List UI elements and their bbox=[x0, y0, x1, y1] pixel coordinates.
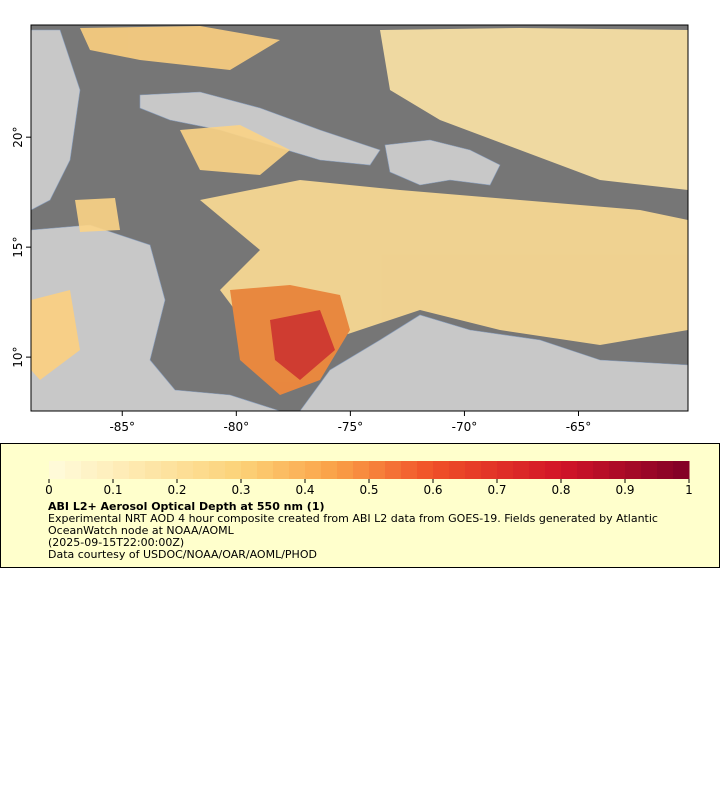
colorbar-step bbox=[657, 461, 674, 479]
colorbar-step bbox=[161, 461, 178, 479]
colorbar-step bbox=[305, 461, 322, 479]
colorbar-tick-label: 0.3 bbox=[231, 483, 250, 497]
colorbar-tick-label: 0.1 bbox=[103, 483, 122, 497]
map: -85° -80° -75° -70° -65° 20° 15° 10° bbox=[11, 24, 689, 434]
map-frame bbox=[30, 24, 689, 412]
legend-time: (2025-09-15T22:00:00Z) bbox=[48, 536, 185, 549]
colorbar-step bbox=[401, 461, 418, 479]
colorbar-step bbox=[497, 461, 514, 479]
colorbar-tick-label: 0.8 bbox=[551, 483, 570, 497]
colorbar-tick-label: 0.6 bbox=[423, 483, 442, 497]
legend-credit: Data courtesy of USDOC/NOAA/OAR/AOML/PHO… bbox=[48, 548, 317, 561]
colorbar-tick-label: 0 bbox=[45, 483, 53, 497]
lon-tick-label: -80° bbox=[224, 420, 250, 434]
colorbar-step bbox=[625, 461, 642, 479]
colorbar-step bbox=[369, 461, 386, 479]
colorbar-step bbox=[609, 461, 626, 479]
colorbar-step bbox=[465, 461, 482, 479]
colorbar-step bbox=[257, 461, 274, 479]
colorbar-tick-label: 0.2 bbox=[167, 483, 186, 497]
colorbar-tick-label: 0.7 bbox=[487, 483, 506, 497]
colorbar-step bbox=[321, 461, 338, 479]
land bbox=[30, 29, 689, 412]
colorbar: 0 0.1 0.2 0.3 0.4 0.5 0.6 0.7 0.8 0.9 1 bbox=[45, 461, 693, 497]
colorbar-step bbox=[289, 461, 306, 479]
lon-tick-label: -70° bbox=[452, 420, 478, 434]
colorbar-step bbox=[49, 461, 66, 479]
lat-tick-label: 10° bbox=[11, 346, 25, 367]
colorbar-step bbox=[177, 461, 194, 479]
colorbar-tick-label: 0.9 bbox=[615, 483, 634, 497]
legend-panel: 0 0.1 0.2 0.3 0.4 0.5 0.6 0.7 0.8 0.9 1 ABI L2+ Ae… bbox=[0, 443, 720, 568]
lat-tick-label: 15° bbox=[11, 237, 25, 258]
colorbar-step bbox=[129, 461, 146, 479]
colorbar-step bbox=[673, 461, 690, 479]
colorbar-step bbox=[433, 461, 450, 479]
colorbar-step bbox=[241, 461, 258, 479]
colorbar-tick-label: 1 bbox=[685, 483, 693, 497]
colorbar-step bbox=[337, 461, 354, 479]
colorbar-step bbox=[449, 461, 466, 479]
colorbar-tick-label: 0.5 bbox=[359, 483, 378, 497]
legend-title: ABI L2+ Aerosol Optical Depth at 550 nm … bbox=[48, 500, 325, 513]
colorbar-tick-label: 0.4 bbox=[295, 483, 314, 497]
colorbar-step bbox=[385, 461, 402, 479]
colorbar-step bbox=[353, 461, 370, 479]
colorbar-step bbox=[145, 461, 162, 479]
colorbar-step bbox=[417, 461, 434, 479]
colorbar-step bbox=[81, 461, 98, 479]
colorbar-step bbox=[593, 461, 610, 479]
colorbar-step bbox=[273, 461, 290, 479]
colorbar-step bbox=[545, 461, 562, 479]
lon-tick-label: -85° bbox=[109, 420, 135, 434]
aerosol-field bbox=[31, 26, 688, 395]
colorbar-step bbox=[209, 461, 226, 479]
colorbar-step bbox=[529, 461, 546, 479]
colorbar-step bbox=[561, 461, 578, 479]
colorbar-step bbox=[641, 461, 658, 479]
colorbar-step bbox=[65, 461, 82, 479]
colorbar-step bbox=[97, 461, 114, 479]
colorbar-step bbox=[577, 461, 594, 479]
lon-tick-label: -65° bbox=[566, 420, 592, 434]
colorbar-step bbox=[193, 461, 210, 479]
lon-tick-label: -75° bbox=[338, 420, 364, 434]
colorbar-step bbox=[225, 461, 242, 479]
lat-tick-label: 20° bbox=[11, 127, 25, 148]
colorbar-step bbox=[513, 461, 530, 479]
legend-description: Experimental NRT AOD 4 hour composite cr… bbox=[48, 512, 658, 537]
colorbar-step bbox=[113, 461, 130, 479]
colorbar-step bbox=[481, 461, 498, 479]
